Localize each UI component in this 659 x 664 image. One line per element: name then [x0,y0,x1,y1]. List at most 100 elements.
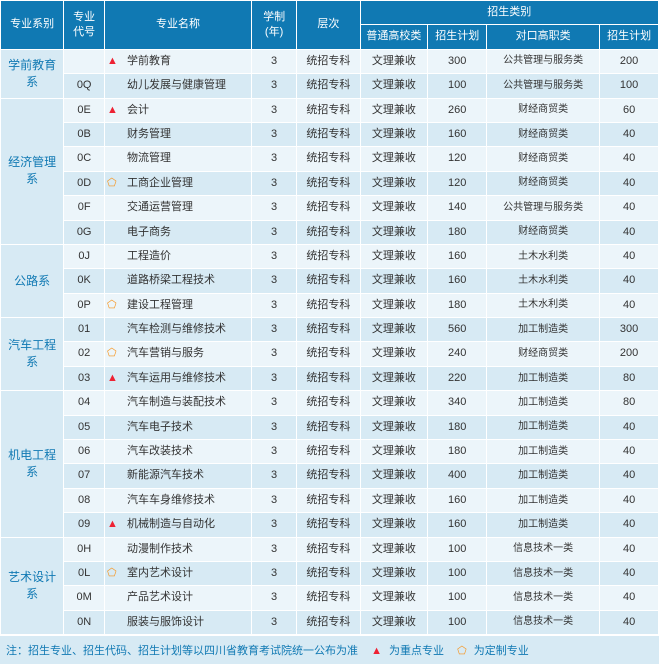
major-name-cell: 汽车车身维修技术 [105,488,252,512]
cat2-cell: 土木水利类 [487,293,600,317]
years-cell: 3 [251,464,296,488]
years-cell: 3 [251,537,296,561]
code-cell: 05 [64,415,105,439]
plan1-cell: 340 [428,391,487,415]
cat1-cell: 文理兼收 [360,220,428,244]
major-name: 道路桥梁工程技术 [127,274,215,286]
level-cell: 统招专科 [297,171,360,195]
major-name-cell: ⬠工商企业管理 [105,171,252,195]
years-cell: 3 [251,366,296,390]
plan2-cell: 40 [600,561,659,585]
cat1-cell: 文理兼收 [360,147,428,171]
h-years: 学制 (年) [251,1,296,50]
years-cell: 3 [251,171,296,195]
table-row: 0C物流管理3统招专科文理兼收120财经商贸类40 [1,147,659,171]
cat2-cell: 公共管理与服务类 [487,74,600,98]
cat1-cell: 文理兼收 [360,488,428,512]
level-cell: 统招专科 [297,561,360,585]
years-cell: 3 [251,513,296,537]
major-name-cell: 汽车检测与维修技术 [105,318,252,342]
triangle-icon: ▲ [107,103,118,118]
table-body: 学前教育系▲学前教育3统招专科文理兼收300公共管理与服务类2000Q幼儿发展与… [1,49,659,634]
plan2-cell: 40 [600,196,659,220]
plan2-cell: 200 [600,342,659,366]
plan2-cell: 40 [600,220,659,244]
plan2-cell: 40 [600,464,659,488]
cat1-cell: 文理兼收 [360,586,428,610]
major-name: 汽车运用与维修技术 [127,372,226,384]
plan2-cell: 40 [600,269,659,293]
cat1-cell: 文理兼收 [360,49,428,73]
plan1-cell: 560 [428,318,487,342]
table-row: 06汽车改装技术3统招专科文理兼收180加工制造类40 [1,440,659,464]
major-name-cell: 物流管理 [105,147,252,171]
major-name-cell: 工程造价 [105,244,252,268]
years-cell: 3 [251,586,296,610]
dept-cell: 艺术设计系 [1,537,64,635]
plan1-cell: 100 [428,74,487,98]
table-row: 0K道路桥梁工程技术3统招专科文理兼收160土木水利类40 [1,269,659,293]
plan2-cell: 40 [600,513,659,537]
level-cell: 统招专科 [297,488,360,512]
table-row: 0P⬠建设工程管理3统招专科文理兼收180土木水利类40 [1,293,659,317]
cat2-cell: 财经商贸类 [487,122,600,146]
years-cell: 3 [251,488,296,512]
cat2-cell: 加工制造类 [487,440,600,464]
plan1-cell: 160 [428,513,487,537]
table-row: 03▲汽车运用与维修技术3统招专科文理兼收220加工制造类80 [1,366,659,390]
code-cell [64,49,105,73]
pentagon-icon: ⬠ [457,645,467,657]
triangle-icon: ▲ [107,371,118,386]
triangle-icon: ▲ [371,645,382,657]
dept-cell: 公路系 [1,244,64,317]
code-cell: 0F [64,196,105,220]
cat1-cell: 文理兼收 [360,464,428,488]
major-name: 产品艺术设计 [127,591,193,603]
major-name-cell: 汽车制造与装配技术 [105,391,252,415]
major-name-cell: 动漫制作技术 [105,537,252,561]
code-cell: 04 [64,391,105,415]
level-cell: 统招专科 [297,586,360,610]
h-name: 专业名称 [105,1,252,50]
years-cell: 3 [251,74,296,98]
h-cat2: 对口高职类 [487,25,600,49]
cat1-cell: 文理兼收 [360,415,428,439]
major-name: 机械制造与自动化 [127,518,215,530]
years-cell: 3 [251,196,296,220]
plan1-cell: 160 [428,269,487,293]
plan1-cell: 220 [428,366,487,390]
code-cell: 0L [64,561,105,585]
triangle-icon: ▲ [107,54,118,69]
level-cell: 统招专科 [297,244,360,268]
major-name: 物流管理 [127,152,171,164]
major-name: 室内艺术设计 [127,567,193,579]
code-cell: 0E [64,98,105,122]
major-name: 汽车营销与服务 [127,347,204,359]
major-name-cell: ▲学前教育 [105,49,252,73]
plan1-cell: 100 [428,586,487,610]
level-cell: 统招专科 [297,293,360,317]
years-cell: 3 [251,147,296,171]
plan1-cell: 120 [428,147,487,171]
cat1-cell: 文理兼收 [360,513,428,537]
cat2-cell: 加工制造类 [487,366,600,390]
years-cell: 3 [251,342,296,366]
plan2-cell: 100 [600,74,659,98]
major-name: 电子商务 [127,226,171,238]
cat1-cell: 文理兼收 [360,171,428,195]
level-cell: 统招专科 [297,415,360,439]
major-name: 财务管理 [127,128,171,140]
cat2-cell: 土木水利类 [487,269,600,293]
cat1-cell: 文理兼收 [360,74,428,98]
level-cell: 统招专科 [297,98,360,122]
h-cat1: 普通高校类 [360,25,428,49]
plan1-cell: 140 [428,196,487,220]
code-cell: 0B [64,122,105,146]
cat2-cell: 财经商贸类 [487,171,600,195]
years-cell: 3 [251,220,296,244]
years-cell: 3 [251,440,296,464]
plan1-cell: 240 [428,342,487,366]
years-cell: 3 [251,318,296,342]
table-header: 专业系别 专业 代号 专业名称 学制 (年) 层次 招生类别 普通高校类 招生计… [1,1,659,50]
major-name-cell: ⬠汽车营销与服务 [105,342,252,366]
